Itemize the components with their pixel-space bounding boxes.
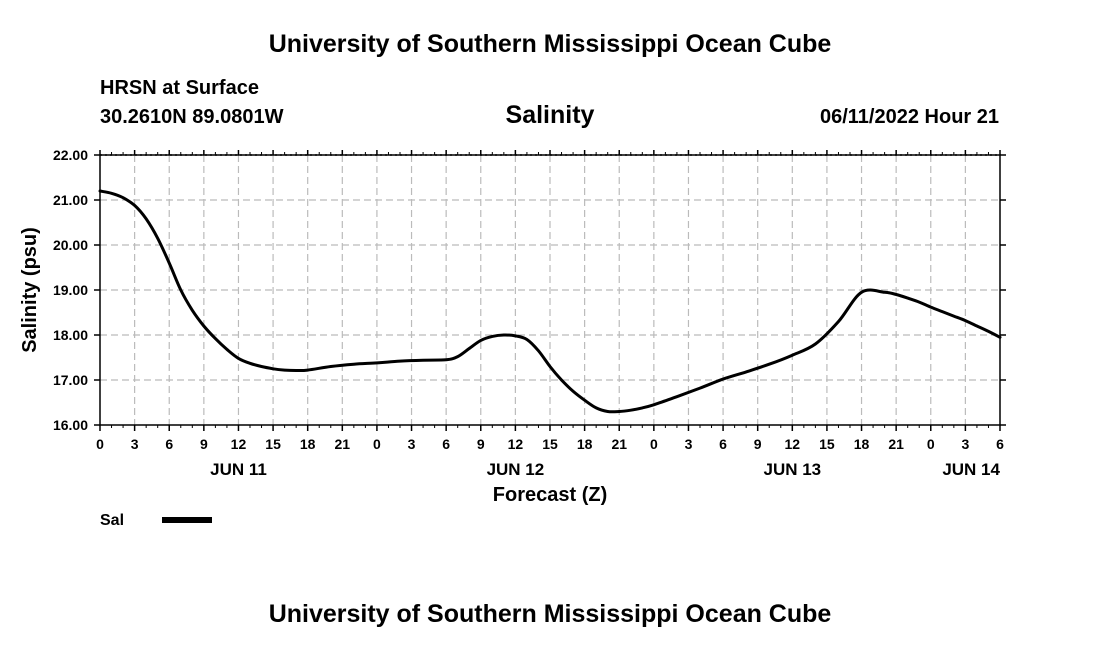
day-label: JUN 12	[487, 460, 545, 479]
x-tick-label: 3	[408, 436, 416, 452]
x-tick-label: 0	[927, 436, 935, 452]
x-tick-label: 6	[996, 436, 1004, 452]
y-tick-label: 17.00	[53, 372, 88, 388]
x-tick-label: 0	[96, 436, 104, 452]
x-tick-label: 9	[754, 436, 762, 452]
x-tick-label: 6	[442, 436, 450, 452]
x-tick-label: 12	[508, 436, 524, 452]
y-tick-label: 22.00	[53, 147, 88, 163]
x-tick-label: 18	[854, 436, 870, 452]
day-label: JUN 11	[210, 460, 267, 479]
x-tick-label: 3	[685, 436, 693, 452]
y-tick-label: 16.00	[53, 417, 88, 433]
footer-title: University of Southern Mississippi Ocean…	[268, 600, 832, 628]
page-title: University of Southern Mississippi Ocean…	[268, 30, 832, 58]
x-tick-label: 21	[611, 436, 627, 452]
y-axis-label: Salinity (psu)	[19, 227, 41, 353]
station-coordinates: 30.2610N 89.0801W	[100, 106, 284, 128]
y-tick-label: 18.00	[53, 327, 88, 343]
x-tick-label: 6	[719, 436, 727, 452]
chart-grid	[100, 154, 1000, 425]
legend-label: Sal	[100, 512, 124, 529]
y-tick-label: 19.00	[53, 282, 88, 298]
x-tick-label: 18	[577, 436, 593, 452]
x-axis-label: Forecast (Z)	[493, 484, 607, 506]
x-tick-label: 3	[961, 436, 969, 452]
chart-title: Salinity	[505, 101, 595, 129]
x-tick-label: 0	[650, 436, 658, 452]
x-tick-label: 3	[131, 436, 139, 452]
y-axis: 16.00 17.00 18.00 19.00 20.00 21.00 22.00	[53, 147, 1006, 433]
x-tick-label: 12	[231, 436, 247, 452]
x-tick-label: 15	[542, 436, 558, 452]
forecast-datetime: 06/11/2022 Hour 21	[819, 106, 999, 128]
x-tick-label: 9	[200, 436, 208, 452]
station-label: HRSN at Surface	[100, 77, 259, 99]
x-tick-label: 12	[785, 436, 801, 452]
day-label: JUN 13	[763, 460, 821, 479]
series-line-sal	[98, 189, 1002, 414]
x-tick-label: 9	[477, 436, 485, 452]
chart-legend: Sal	[100, 512, 212, 529]
x-tick-label: 0	[373, 436, 381, 452]
x-tick-label: 15	[819, 436, 835, 452]
x-tick-label: 21	[335, 436, 351, 452]
x-tick-label: 15	[265, 436, 281, 452]
day-labels: JUN 11 JUN 12 JUN 13 JUN 14	[210, 460, 1000, 479]
x-tick-label: 18	[300, 436, 316, 452]
x-axis: 0 3 6 9 12 15 18 21 0 3 6 9 12 15 18 21 0 3 6 9 12 15 18 21 0 3 6	[96, 150, 1004, 452]
series-layer	[98, 189, 1002, 414]
x-tick-label: 21	[888, 436, 904, 452]
plot-frame	[99, 154, 1001, 426]
y-tick-label: 20.00	[53, 237, 88, 253]
y-tick-label: 21.00	[53, 192, 88, 208]
x-tick-label: 6	[165, 436, 173, 452]
day-label: JUN 14	[942, 460, 1000, 479]
